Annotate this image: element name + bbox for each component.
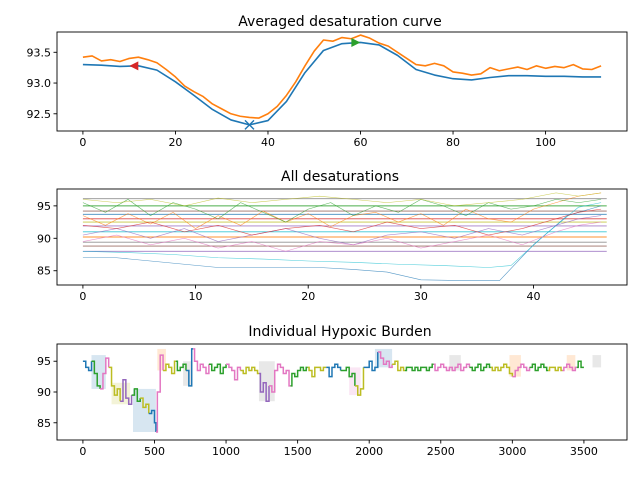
- panel-title: Individual Hypoxic Burden: [248, 324, 431, 340]
- x-tick-label: 60: [354, 136, 368, 149]
- x-tick-label: 0: [79, 290, 86, 303]
- y-tick-label: 92.5: [27, 108, 52, 121]
- all-desaturations-panel: All desaturations 0 10 20 30 40 85 90 95: [37, 169, 628, 303]
- burden-segment: [120, 378, 133, 406]
- x-tick-label: 20: [168, 136, 182, 149]
- x-tick-label: 500: [144, 445, 165, 458]
- y-tick-label: 95: [37, 200, 51, 213]
- y-tick-label: 93.5: [27, 46, 52, 59]
- y-tick-label: 90: [37, 386, 51, 399]
- x-tick-label: 10: [189, 290, 203, 303]
- shaded-region: [449, 355, 461, 371]
- burden-segment: [340, 366, 356, 386]
- burden-segment: [392, 360, 405, 372]
- burden-segment: [576, 360, 584, 369]
- y-tick-label: 93.0: [27, 77, 52, 90]
- x-tick-label: 3500: [570, 445, 598, 458]
- x-tick-label: 20: [301, 290, 315, 303]
- burden-segment: [148, 409, 157, 432]
- x-tick-label: 30: [414, 290, 428, 303]
- x-tick-label: 80: [446, 136, 460, 149]
- x-tick-label: 1000: [212, 445, 240, 458]
- start-marker: [129, 61, 139, 71]
- burden-segment: [185, 348, 194, 387]
- burden-segment: [258, 372, 270, 402]
- y-tick-label: 95: [37, 355, 51, 368]
- series-line: [82, 34, 602, 119]
- series-line: [82, 41, 602, 126]
- series-line: [82, 202, 602, 268]
- burden-segment: [240, 366, 259, 375]
- burden-segment: [163, 360, 176, 375]
- burden-segment: [326, 363, 342, 378]
- x-tick-label: 100: [535, 136, 556, 149]
- x-tick-label: 40: [261, 136, 275, 149]
- axes-frame: [56, 188, 628, 286]
- shaded-region: [592, 355, 602, 368]
- burden-segment: [433, 363, 471, 372]
- burden-segment: [82, 360, 93, 372]
- burden-segment: [490, 363, 514, 377]
- burden-segment: [377, 351, 393, 369]
- burden-segment: [469, 363, 491, 372]
- burden-segment: [155, 354, 164, 433]
- shaded-region: [509, 355, 521, 377]
- burden-segment: [354, 367, 365, 396]
- panel-title: Averaged desaturation curve: [238, 14, 441, 30]
- individual-hypoxic-burden-panel: Individual Hypoxic Burden 0 500 1000 1500 20…: [37, 324, 628, 458]
- x-tick-label: 40: [527, 290, 541, 303]
- burden-segment: [562, 363, 577, 372]
- burden-segment: [208, 363, 227, 375]
- burden-segment: [529, 363, 549, 372]
- series-line: [82, 221, 602, 252]
- burden-segment: [404, 363, 434, 372]
- burden-segment: [175, 360, 187, 372]
- x-tick-label: 0: [79, 445, 86, 458]
- series-line: [82, 192, 602, 207]
- burden-segment: [108, 366, 121, 402]
- y-tick-label: 85: [37, 265, 51, 278]
- averaged-desaturation-panel: Averaged desaturation curve 0 20 40 60 80 100…: [27, 14, 628, 149]
- burden-segment: [548, 366, 563, 372]
- shaded-region: [566, 355, 576, 371]
- x-tick-label: 3000: [498, 445, 526, 458]
- burden-segment: [363, 352, 379, 372]
- series-line: [82, 205, 602, 281]
- x-tick-label: 2000: [355, 445, 383, 458]
- burden-segment: [193, 348, 210, 375]
- y-tick-label: 85: [37, 417, 51, 430]
- burden-segment: [131, 388, 141, 402]
- burden-segment: [307, 366, 327, 378]
- burden-segment: [290, 366, 308, 387]
- panel-title: All desaturations: [281, 169, 399, 185]
- burden-segment: [226, 363, 242, 381]
- axes-frame: [56, 343, 628, 441]
- series-line: [82, 199, 602, 223]
- minimum-marker: [244, 119, 255, 130]
- shaded-region: [183, 361, 192, 386]
- y-tick-label: 90: [37, 232, 51, 245]
- burden-segment: [269, 363, 291, 393]
- shaded-region: [157, 348, 166, 371]
- x-tick-label: 0: [79, 136, 86, 149]
- burden-segment: [100, 357, 110, 390]
- x-tick-label: 2500: [427, 445, 455, 458]
- axes-frame: [56, 31, 628, 132]
- burden-segment: [91, 360, 101, 389]
- series-line: [82, 208, 602, 236]
- end-marker: [351, 37, 361, 47]
- shaded-region: [133, 388, 156, 432]
- series-line: [82, 192, 602, 229]
- burden-segment: [512, 363, 531, 378]
- x-tick-label: 1500: [284, 445, 312, 458]
- burden-segment: [140, 397, 150, 414]
